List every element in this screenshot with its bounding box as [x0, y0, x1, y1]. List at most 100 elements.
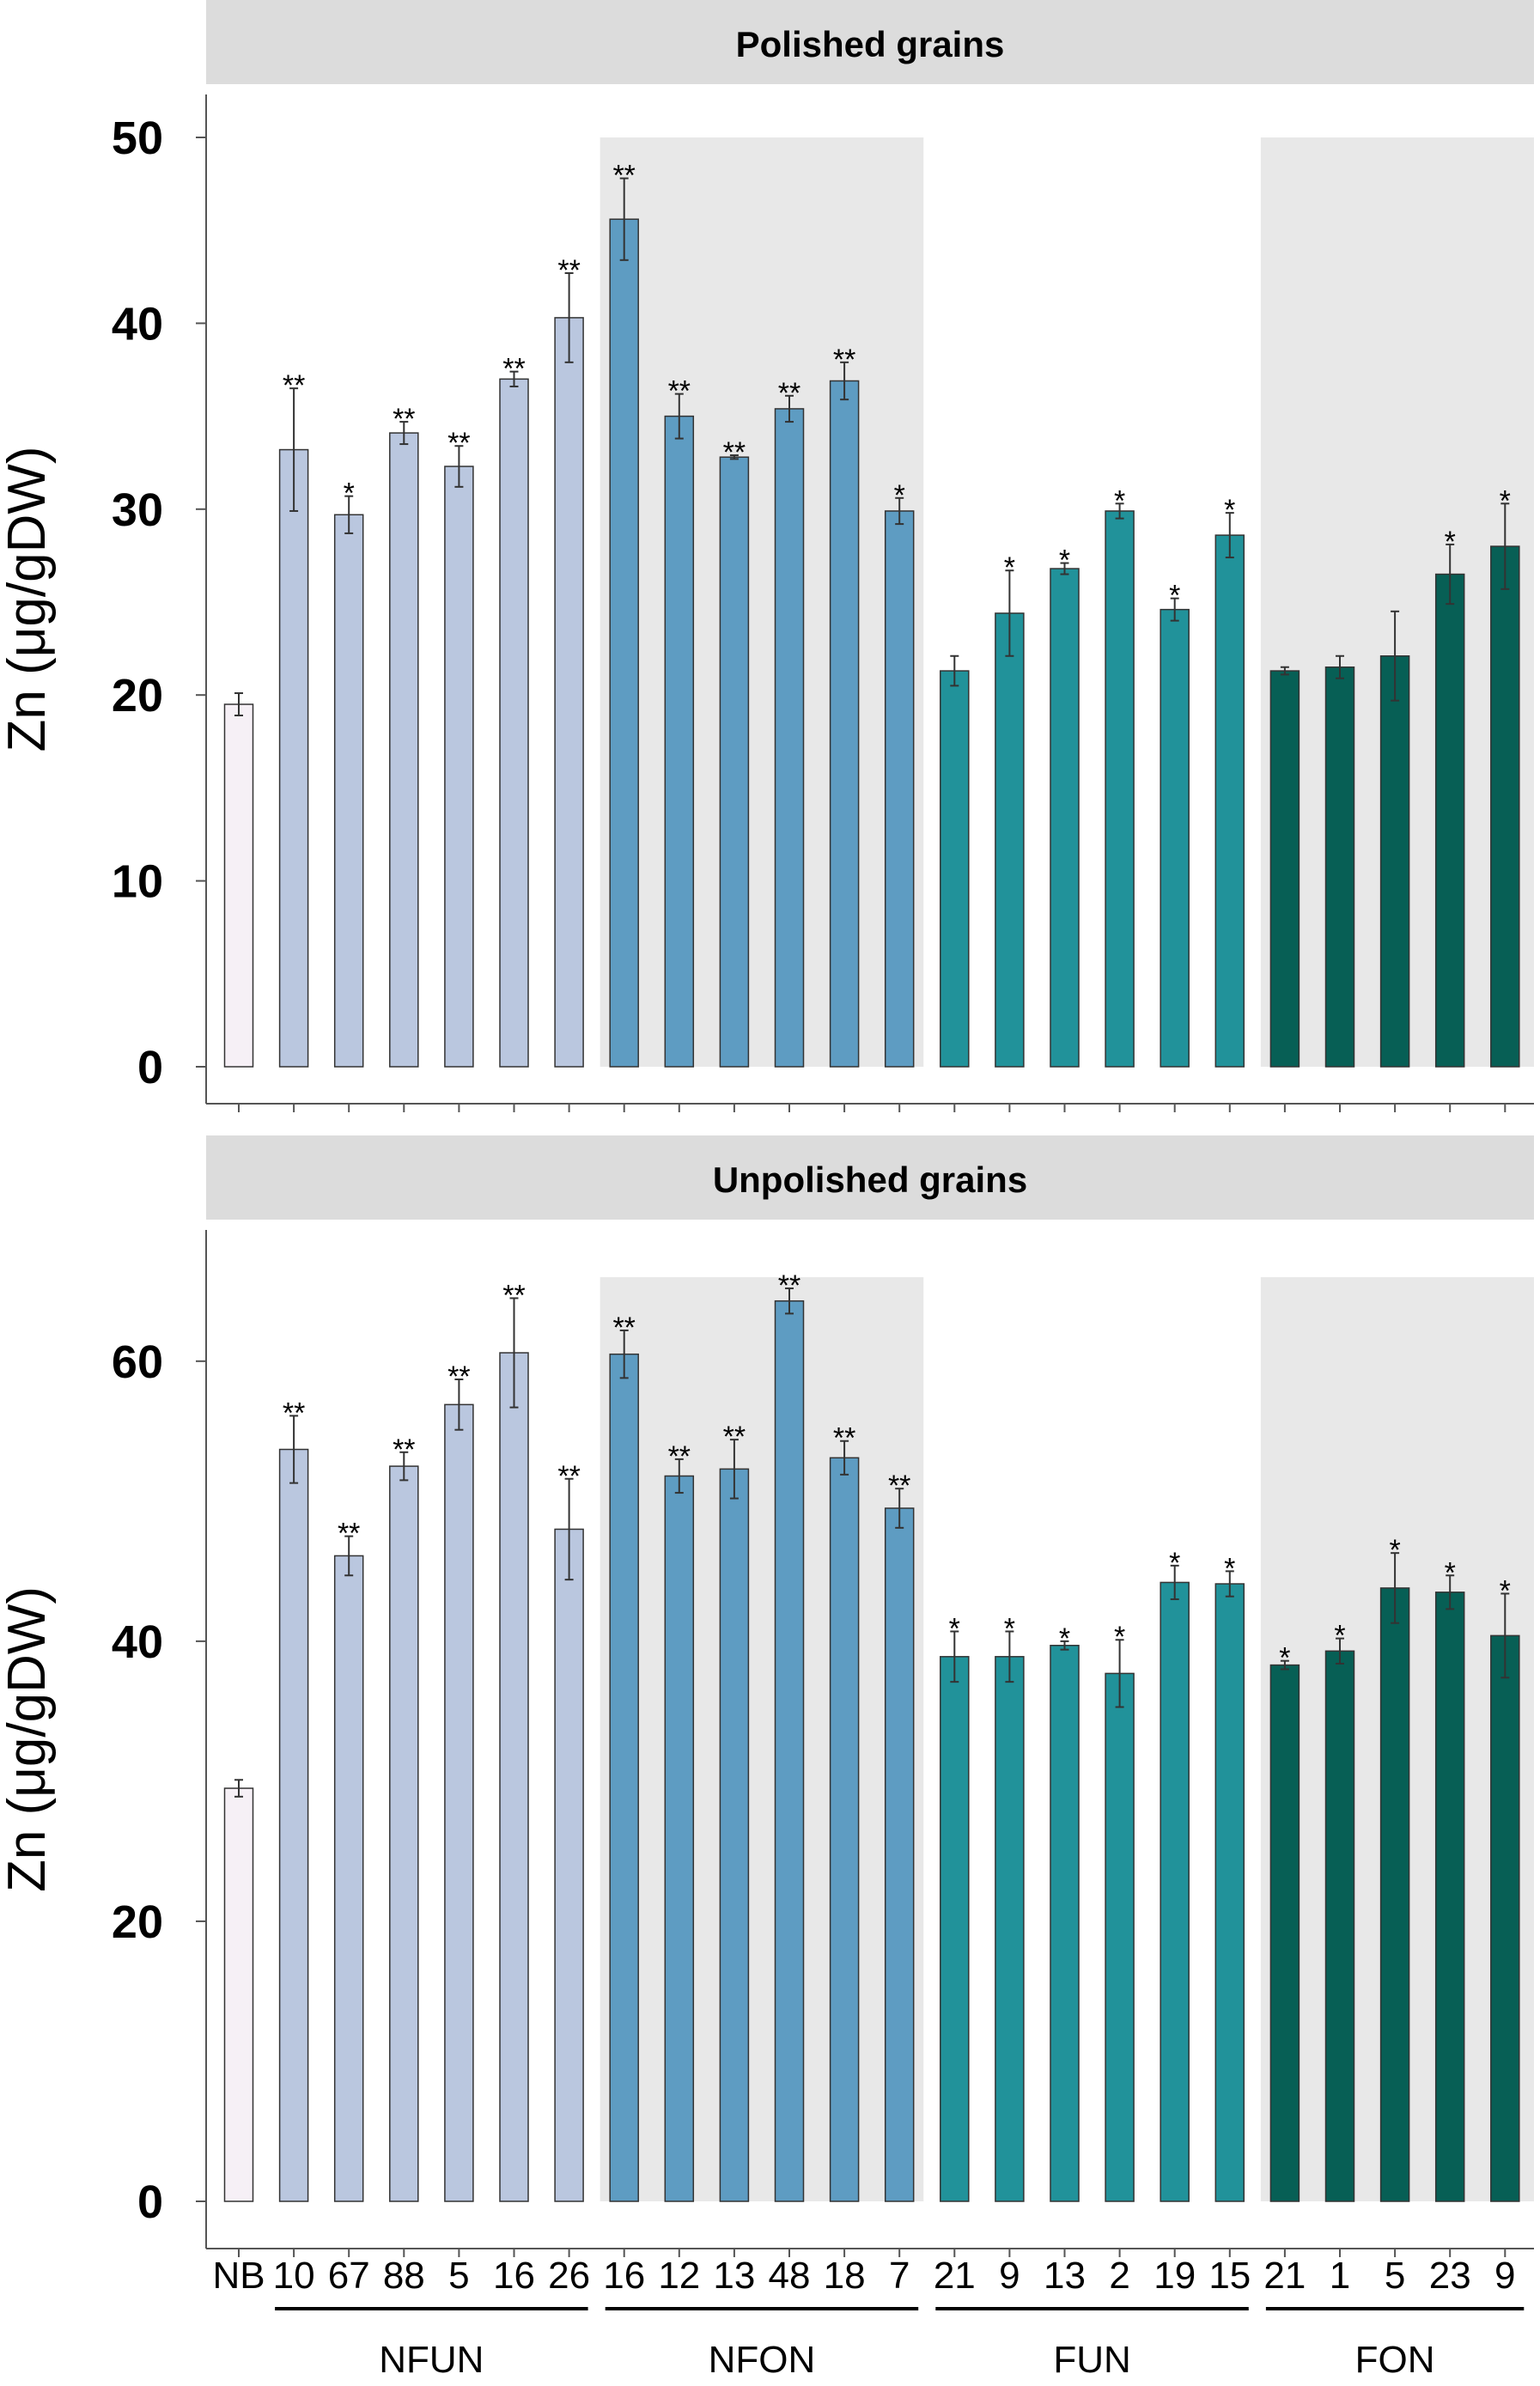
panel-title: Polished grains	[736, 24, 1005, 64]
bar-fon-23	[1434, 1592, 1465, 2202]
y-tick-label: 0	[137, 1042, 163, 1093]
group-label-fun: FUN	[1053, 2339, 1130, 2381]
significance-label: **	[668, 375, 691, 408]
panel-title-band	[206, 1135, 1534, 1220]
significance-label: **	[833, 344, 855, 376]
significance-label: **	[557, 254, 580, 287]
x-tick-label: 5	[1385, 2255, 1405, 2297]
bar-nfon-7	[884, 1507, 915, 2202]
bar-nfon-12	[664, 415, 695, 1068]
x-tick-label: 9	[999, 2255, 1020, 2297]
group-label-nfun: NFUN	[379, 2339, 484, 2381]
x-tick-label: 5	[448, 2255, 469, 2297]
bar-nfun-88	[389, 1465, 419, 2202]
bar-nfun-16	[499, 378, 529, 1068]
x-tick-label: 26	[548, 2255, 590, 2297]
bar-fun-13	[1050, 568, 1080, 1068]
significance-label: *	[1279, 1642, 1290, 1675]
x-tick-label: 21	[934, 2255, 976, 2297]
bar-fon-5	[1379, 1587, 1410, 2202]
significance-label: *	[1059, 545, 1070, 577]
significance-label: **	[888, 1470, 910, 1502]
bar-nfon-7	[884, 510, 915, 1068]
panel-title-band	[206, 0, 1534, 84]
y-axis-label: Zn (μg/gDW)	[0, 446, 57, 752]
bar-fun-19	[1160, 608, 1190, 1068]
bar-nfun-5	[444, 1403, 474, 2202]
bar-nfun-16	[499, 1352, 529, 2202]
x-tick-label: 18	[824, 2255, 866, 2297]
bar-nfun-26	[554, 1528, 584, 2202]
bar-nb-NB	[223, 1787, 254, 2202]
significance-label: *	[1004, 1612, 1015, 1645]
bar-fun-21	[940, 1656, 970, 2202]
significance-label: *	[949, 1612, 960, 1645]
group-label-nfon: NFON	[709, 2339, 816, 2381]
significance-label: *	[1445, 526, 1456, 558]
bar-fun-13	[1050, 1645, 1080, 2202]
panel-title: Unpolished grains	[713, 1160, 1027, 1200]
bar-nfun-10	[278, 1448, 309, 2202]
bar-nfun-26	[554, 317, 584, 1068]
significance-label: *	[1334, 1620, 1345, 1653]
y-tick-label: 0	[137, 2176, 163, 2228]
bar-fon-1	[1324, 666, 1355, 1068]
bar-nfon-18	[829, 1457, 860, 2202]
y-tick-label: 50	[112, 113, 163, 164]
significance-label: *	[1059, 1622, 1070, 1655]
significance-label: **	[447, 1360, 470, 1393]
bar-fun-19	[1160, 1581, 1190, 2202]
x-tick-label: 67	[328, 2255, 370, 2297]
bar-nfun-88	[389, 432, 419, 1068]
x-tick-label: 21	[1263, 2255, 1306, 2297]
significance-label: *	[1114, 484, 1125, 517]
significance-label: *	[1114, 1621, 1125, 1653]
significance-label: *	[1169, 580, 1180, 612]
significance-label: **	[393, 1433, 415, 1466]
significance-label: *	[1500, 484, 1511, 517]
y-tick-label: 20	[112, 1896, 163, 1948]
group-label-fon: FON	[1355, 2339, 1435, 2381]
shade-region-nfon	[600, 137, 924, 1067]
x-tick-label: 1	[1330, 2255, 1350, 2297]
y-tick-label: 10	[112, 856, 163, 908]
significance-label: *	[1389, 1534, 1400, 1567]
significance-label: *	[1445, 1556, 1456, 1589]
x-tick-label: 13	[713, 2255, 755, 2297]
significance-label: **	[283, 1397, 305, 1429]
bar-nfon-16	[609, 1353, 639, 2202]
x-tick-label: 16	[603, 2255, 645, 2297]
bar-fun-15	[1214, 534, 1245, 1068]
significance-label: **	[557, 1460, 580, 1493]
significance-label: **	[502, 353, 525, 386]
x-tick-label: 9	[1494, 2255, 1515, 2297]
significance-label: **	[283, 369, 305, 402]
y-tick-label: 30	[112, 484, 163, 536]
bar-nfon-13	[719, 1468, 750, 2202]
y-tick-label: 40	[112, 298, 163, 350]
bar-fon-1	[1324, 1650, 1355, 2202]
x-tick-label: 16	[493, 2255, 535, 2297]
significance-label: **	[723, 1421, 746, 1453]
bar-fun-21	[940, 670, 970, 1068]
bar-fun-2	[1105, 1672, 1135, 2202]
bar-nfon-48	[774, 408, 805, 1068]
significance-label: **	[338, 1518, 360, 1550]
x-tick-label: 15	[1208, 2255, 1251, 2297]
significance-label: **	[778, 377, 800, 410]
significance-label: *	[894, 479, 905, 512]
significance-label: *	[344, 478, 355, 510]
significance-label: **	[502, 1279, 525, 1312]
significance-label: **	[447, 427, 470, 460]
bar-fun-9	[995, 612, 1025, 1068]
significance-label: **	[612, 160, 635, 192]
x-tick-label: 19	[1153, 2255, 1196, 2297]
significance-label: *	[1224, 494, 1235, 527]
bar-nb-NB	[223, 703, 254, 1068]
bar-nfon-18	[829, 380, 860, 1068]
x-tick-label: 10	[273, 2255, 315, 2297]
bar-nfun-67	[333, 1555, 364, 2202]
significance-label: **	[393, 403, 415, 435]
